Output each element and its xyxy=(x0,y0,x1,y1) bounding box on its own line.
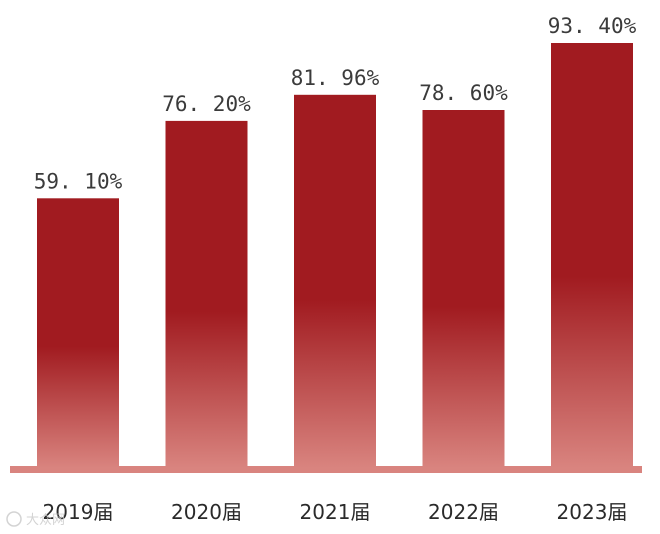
watermark: 大众网 xyxy=(6,511,65,528)
value-labels-group: 59. 10% 76. 20% 81. 96% 78. 60% 93. 40% xyxy=(34,14,637,193)
bar xyxy=(294,94,376,469)
bars-group xyxy=(37,43,633,469)
x-tick-label: 2021届 xyxy=(300,500,371,524)
data-label: 93. 40% xyxy=(548,14,637,38)
x-tick-label: 2019届 xyxy=(43,500,114,524)
x-tick-label: 2023届 xyxy=(557,500,628,524)
bar xyxy=(37,198,119,469)
data-label: 59. 10% xyxy=(34,169,123,193)
data-label: 81. 96% xyxy=(291,66,380,90)
bar xyxy=(422,110,505,468)
watermark-logo-icon xyxy=(6,511,22,527)
x-tick-label: 2022届 xyxy=(428,500,499,524)
data-label: 76. 20% xyxy=(162,92,251,116)
data-label: 78. 60% xyxy=(419,81,508,105)
watermark-text: 大众网 xyxy=(26,513,65,528)
x-axis-baseline xyxy=(10,466,642,473)
bar xyxy=(165,120,248,469)
x-tick-label: 2020届 xyxy=(171,500,242,524)
category-labels-group: 2019届 2020届 2021届 2022届 2023届 xyxy=(43,500,628,524)
bar xyxy=(551,43,633,468)
